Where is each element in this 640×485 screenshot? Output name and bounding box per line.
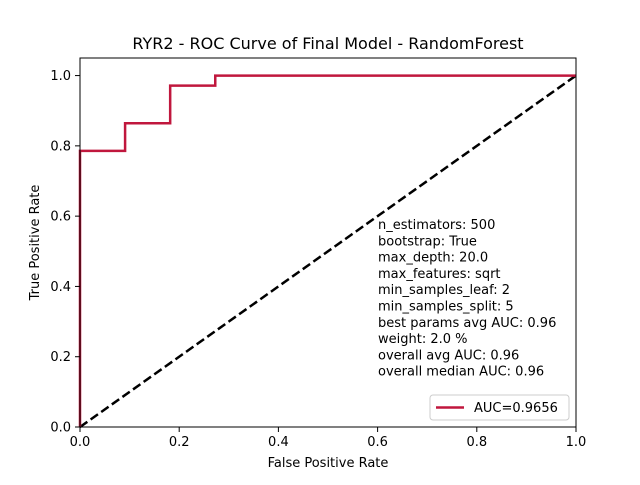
- annotation-line: best params avg AUC: 0.96: [378, 316, 556, 331]
- x-axis-title: False Positive Rate: [268, 456, 389, 471]
- axes: 0.0 0.2 0.4 0.6 0.8 1.0 0.0 0.2 0.4 0.6 0.8 1.0: [50, 57, 587, 450]
- annotation-line: max_features: sqrt: [378, 267, 501, 282]
- annotation-line: weight: 2.0 %: [378, 332, 468, 347]
- annotation-line: overall median AUC: 0.96: [378, 365, 544, 380]
- annotation-line: bootstrap: True: [378, 234, 477, 249]
- y-axis-title: True Positive Rate: [28, 185, 43, 302]
- y-tick-label: 0.0: [50, 421, 71, 436]
- y-tick-label: 0.2: [50, 350, 71, 365]
- annotation-line: overall avg AUC: 0.96: [378, 348, 519, 363]
- x-tick-label: 0.0: [70, 435, 91, 450]
- y-tick-label: 0.8: [50, 139, 71, 154]
- x-tick-label: 0.8: [466, 435, 487, 450]
- annotation-line: n_estimators: 500: [378, 218, 495, 233]
- reference-diagonal-line: [79, 74, 577, 429]
- axes-frame: [79, 57, 577, 428]
- chart-title: RYR2 - ROC Curve of Final Model - Random…: [132, 34, 523, 53]
- legend-box: [429, 394, 570, 421]
- y-tick-label: 0.6: [50, 210, 71, 225]
- legend-label: AUC=0.9656: [474, 401, 558, 416]
- x-tick-label: 0.4: [268, 435, 289, 450]
- x-tick-label: 0.6: [367, 435, 388, 450]
- legend: AUC=0.9656: [429, 394, 570, 421]
- plot-area: [78, 74, 577, 429]
- y-tick-label: 1.0: [50, 69, 71, 84]
- annotation-line: min_samples_split: 5: [378, 300, 514, 315]
- x-tick-label: 0.2: [169, 435, 190, 450]
- annotation-line: max_depth: 20.0: [378, 251, 488, 266]
- x-tick-label: 1.0: [566, 435, 587, 450]
- roc-curve-series-0: [78, 74, 576, 427]
- annotation-line: min_samples_leaf: 2: [378, 283, 510, 298]
- y-tick-label: 0.4: [50, 280, 71, 295]
